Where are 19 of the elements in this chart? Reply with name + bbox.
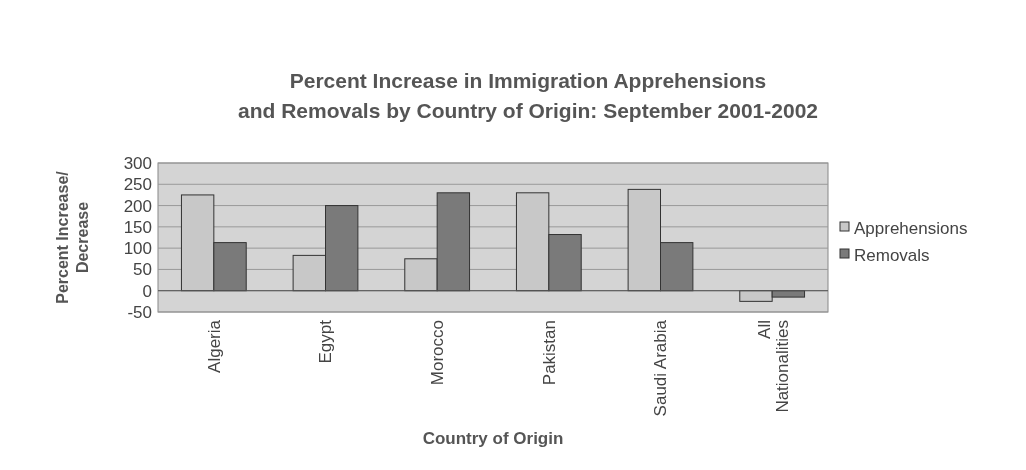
chart-title: Percent Increase in Immigration Apprehensions and Removals by Country of Origin: September 2001-2002 — [237, 69, 819, 122]
x-tick-label: Morocco — [428, 320, 448, 386]
y-tick-label: 300 — [123, 153, 152, 173]
y-axis-title: Percent Increase/ Decrease — [54, 170, 91, 304]
legend-label: Apprehensions — [854, 218, 968, 238]
y-tick-label: 100 — [123, 239, 152, 259]
y-tick-label: 50 — [133, 260, 152, 280]
y-tick-label: 200 — [123, 196, 152, 216]
legend-label: Removals — [854, 245, 930, 265]
x-tick-label: Algeria — [204, 319, 224, 373]
y-tick-label: -50 — [127, 302, 152, 322]
x-tick-label: Egypt — [316, 319, 336, 364]
y-tick-label: 250 — [123, 175, 152, 195]
x-tick-label: All Nationalities — [754, 320, 793, 413]
x-tick-label: Pakistan — [539, 320, 559, 386]
y-tick-label: 0 — [142, 281, 152, 301]
x-axis-title: Country of Origin — [422, 429, 564, 448]
y-tick-label: 150 — [123, 217, 152, 237]
x-tick-label: Saudi Arabia — [651, 319, 671, 417]
